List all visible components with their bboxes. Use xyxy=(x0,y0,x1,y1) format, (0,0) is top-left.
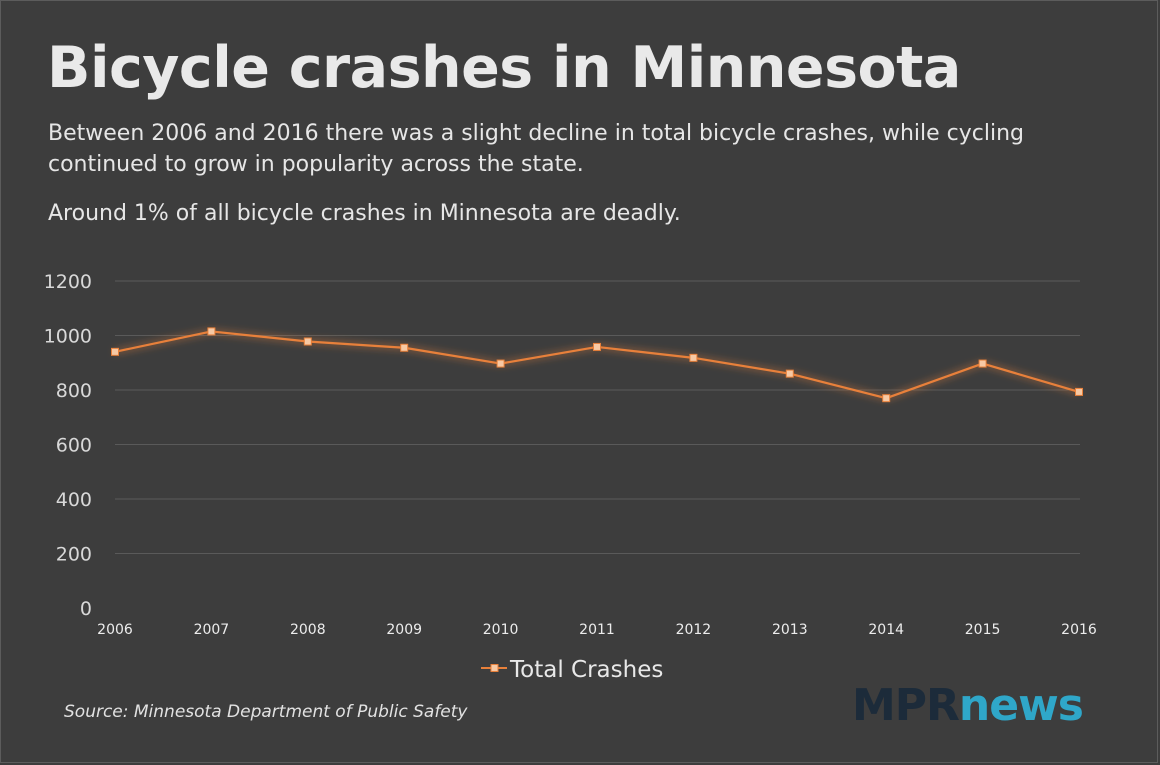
data-point-2008 xyxy=(303,337,312,346)
y-tick-label: 1200 xyxy=(44,271,92,293)
x-tick-label: 2012 xyxy=(676,622,712,638)
series-line xyxy=(114,330,1080,400)
data-point-2015 xyxy=(978,359,987,368)
x-tick-label: 2016 xyxy=(1061,622,1097,638)
x-tick-label: 2007 xyxy=(194,622,230,638)
data-point-2006 xyxy=(111,347,119,356)
data-point-2009 xyxy=(400,343,409,352)
y-tick-label: 200 xyxy=(56,544,92,566)
data-point-2010 xyxy=(496,359,505,368)
data-point-2016 xyxy=(1075,387,1083,396)
data-point-2011 xyxy=(593,342,601,351)
x-tick-label: 2015 xyxy=(965,622,1001,638)
data-point-2007 xyxy=(207,327,216,336)
page-title: Bicycle crashes in Minnesota xyxy=(47,35,961,101)
legend-label: Total Crashes xyxy=(509,657,663,683)
y-tick-label: 600 xyxy=(56,435,92,457)
y-tick-label: 800 xyxy=(56,380,92,402)
logo-news: news xyxy=(958,680,1084,731)
y-tick-label: 400 xyxy=(56,489,92,511)
x-tick-label: 2008 xyxy=(290,622,326,638)
y-tick-label: 0 xyxy=(80,598,92,620)
data-point-2013 xyxy=(785,369,794,378)
x-tick-label: 2009 xyxy=(386,622,422,638)
x-tick-label: 2006 xyxy=(97,622,133,638)
series-total-crashes xyxy=(111,327,1083,403)
logo-mpr: MPR xyxy=(852,680,960,731)
y-axis-ticks: 0 200 400 600 800 1000 1200 xyxy=(44,271,92,620)
source-note: Source: Minnesota Department of Public S… xyxy=(64,702,468,722)
data-point-2012 xyxy=(689,353,698,362)
y-tick-label: 1000 xyxy=(44,326,92,348)
mpr-news-logo: MPRnews xyxy=(852,680,1084,732)
legend-marker-swatch xyxy=(490,664,499,672)
legend: Total Crashes xyxy=(481,657,663,683)
x-tick-label: 2013 xyxy=(772,622,808,638)
x-axis-ticks: 2006 2007 2008 2009 2010 2011 2012 2013 2014 2015… xyxy=(97,622,1097,638)
x-tick-label: 2010 xyxy=(483,622,519,638)
chart-subtitle: Between 2006 and 2016 there was a slight… xyxy=(48,121,1025,177)
data-point-2014 xyxy=(882,394,891,403)
x-tick-label: 2011 xyxy=(579,622,615,638)
x-tick-label: 2014 xyxy=(868,622,904,638)
chart-note: Around 1% of all bicycle crashes in Minn… xyxy=(48,201,681,226)
grid-lines xyxy=(115,280,1080,554)
